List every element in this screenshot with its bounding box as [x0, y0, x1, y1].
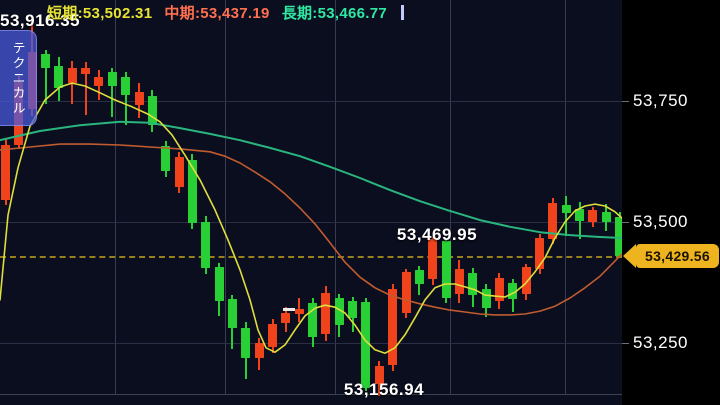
candle-body-down[interactable]	[601, 212, 611, 222]
candle-body-up[interactable]	[67, 68, 77, 83]
candle-body-down[interactable]	[348, 301, 358, 318]
candle-body-down[interactable]	[54, 66, 64, 89]
candle-body-down[interactable]	[308, 303, 318, 338]
candle-body-down[interactable]	[161, 145, 171, 172]
legend-long-term-value: 53,466.77	[317, 5, 388, 22]
axis-tick-mark	[622, 101, 629, 102]
legend-short-term: 短期53,502.31	[47, 5, 152, 22]
candle-body-down[interactable]	[508, 282, 518, 300]
current-price-value: 53,429.56	[636, 244, 719, 268]
candle-body-down[interactable]	[441, 241, 451, 299]
candle-body-down[interactable]	[227, 299, 237, 329]
candle-body-down[interactable]	[575, 209, 585, 222]
chart-bottom-border	[0, 394, 622, 395]
moving-average-legend: 短期53,502.31 中期53,437.19 長期53,466.77	[47, 2, 405, 23]
candle-body-up[interactable]	[521, 267, 531, 294]
current-price-tag: 53,429.56	[623, 244, 719, 268]
candle-body-up[interactable]	[94, 76, 104, 87]
price-axis: 53,429.56 53,750 53,500 53,250	[622, 0, 720, 405]
candle-body-down[interactable]	[201, 222, 211, 269]
axis-tick-mark	[622, 343, 629, 344]
candle-body-down[interactable]	[414, 270, 424, 284]
candle-body-down[interactable]	[147, 96, 157, 126]
candle-body-up[interactable]	[268, 323, 277, 347]
candle-body-down[interactable]	[107, 71, 117, 86]
candle-down[interactable]	[565, 195, 568, 236]
legend-mid-term-label: 中期	[164, 5, 200, 22]
legend-mid-term-value: 53,437.19	[200, 5, 270, 22]
candle-body-down[interactable]	[481, 288, 491, 309]
price-gridline	[0, 343, 622, 344]
candle-body-down[interactable]	[468, 273, 478, 295]
candle-body-down[interactable]	[561, 204, 571, 214]
price-axis-label: 53,250	[633, 333, 688, 352]
price-gridline	[0, 101, 622, 102]
ma-line-短期 (short)	[0, 82, 622, 355]
candle-body-down[interactable]	[615, 217, 622, 256]
current-price-line	[0, 256, 622, 258]
candlestick-chart-area[interactable]: 53,916.35 53,469.95 53,156.94	[0, 0, 622, 405]
candle-body-up[interactable]	[321, 292, 331, 335]
price-gridline	[0, 222, 622, 223]
candle-body-up[interactable]	[81, 68, 91, 74]
text-cursor	[401, 5, 405, 20]
axis-tick-mark	[622, 222, 629, 223]
legend-mid-term: 中期53,437.19	[164, 5, 269, 22]
candle-down[interactable]	[44, 49, 47, 104]
candle-up[interactable]	[84, 62, 87, 115]
ma-line-長期 (long)	[0, 120, 622, 239]
candle-body-up[interactable]	[174, 157, 184, 188]
candle-body-down[interactable]	[214, 267, 224, 302]
high-annotation: 53,916.35	[0, 11, 81, 30]
candle-body-up[interactable]	[134, 92, 144, 105]
price-tag-arrow-icon	[623, 244, 636, 268]
candle-body-down[interactable]	[187, 160, 197, 223]
candle-down[interactable]	[124, 71, 127, 126]
time-gridline	[225, 0, 226, 394]
candle-body-up[interactable]	[254, 343, 264, 358]
price-axis-label: 53,750	[633, 91, 688, 110]
candle-body-up[interactable]	[588, 210, 598, 222]
candle-body-up[interactable]	[535, 238, 544, 270]
candle-body-up[interactable]	[294, 309, 304, 314]
candle-body-down[interactable]	[334, 298, 344, 325]
time-gridline	[335, 0, 336, 394]
candle-body-up[interactable]	[454, 269, 464, 294]
candle-body-up[interactable]	[281, 312, 291, 323]
candle-body-down[interactable]	[121, 76, 131, 96]
candle-body-down[interactable]	[41, 53, 51, 69]
legend-short-term-label: 短期	[47, 5, 83, 22]
price-axis-label: 53,500	[633, 212, 688, 231]
order-marker-dash	[283, 308, 295, 311]
candle-body-up[interactable]	[548, 202, 558, 240]
candle-body-up[interactable]	[428, 239, 438, 280]
candle-down[interactable]	[111, 68, 114, 118]
legend-long-term-label: 長期	[282, 5, 318, 22]
legend-long-term: 長期53,466.77	[282, 5, 387, 22]
candle-body-up[interactable]	[401, 272, 411, 313]
candle-body-up[interactable]	[374, 366, 384, 385]
moving-average-lines	[0, 82, 622, 355]
legend-short-term-value: 53,502.31	[82, 5, 153, 22]
swing-high-annotation: 53,469.95	[396, 225, 478, 244]
candle-body-down[interactable]	[361, 302, 371, 388]
time-gridline	[450, 0, 451, 394]
candle-body-down[interactable]	[241, 327, 251, 359]
candle-body-up[interactable]	[494, 278, 504, 302]
ma-line-中期 (mid)	[0, 143, 622, 316]
time-gridline	[115, 0, 116, 394]
low-annotation: 53,156.94	[343, 380, 425, 399]
candle-body-up[interactable]	[388, 288, 398, 366]
technical-indicator-tab-button[interactable]: テクニカル	[0, 30, 37, 126]
candle-body-up[interactable]	[1, 144, 10, 201]
